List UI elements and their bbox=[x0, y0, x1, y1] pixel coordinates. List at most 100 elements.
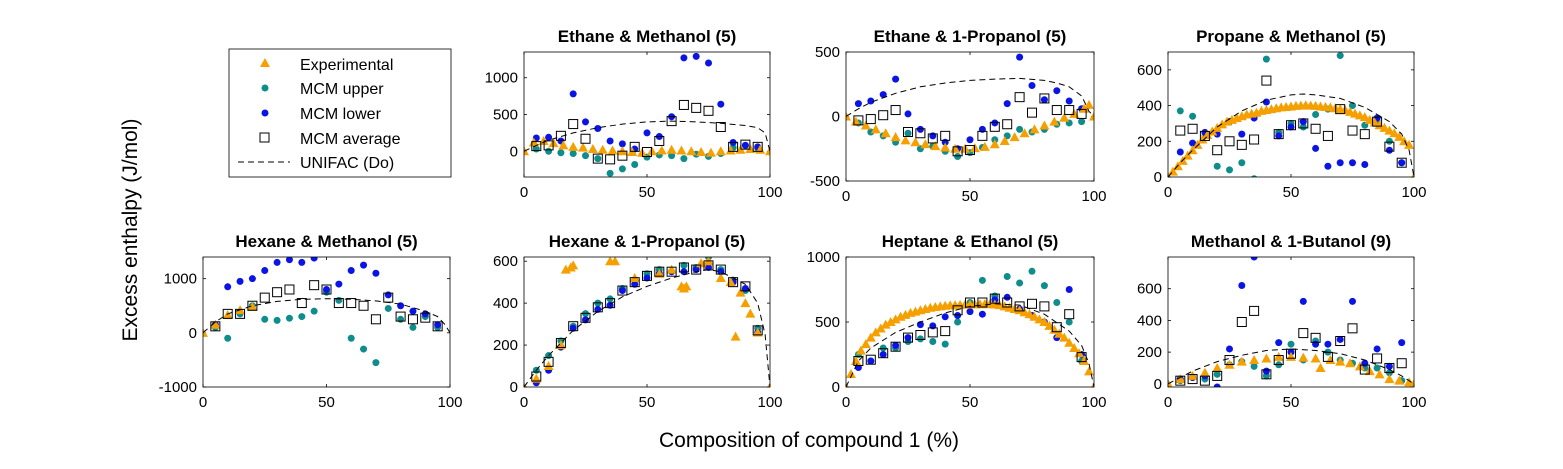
mcm-lower-point bbox=[1028, 82, 1036, 90]
x-tick-label: 50 bbox=[1283, 394, 1300, 411]
experimental-point bbox=[1212, 122, 1223, 132]
mcm-upper-point bbox=[335, 296, 343, 304]
mcm-upper-point bbox=[1176, 107, 1184, 115]
y-tick-label: 400 bbox=[1137, 98, 1162, 115]
mcm-average-point bbox=[580, 133, 591, 144]
mcm-average-point bbox=[1014, 301, 1025, 312]
x-tick-label: 100 bbox=[1401, 394, 1426, 411]
mcm-lower-point bbox=[1262, 98, 1270, 106]
chart-panel-3: Propane & Methanol (5) 0 50 100 0 200 400 600 bbox=[1137, 27, 1427, 201]
x-tick-label: 100 bbox=[1081, 394, 1106, 411]
mcm-average-point bbox=[247, 300, 258, 311]
mcm-lower-point bbox=[1016, 53, 1024, 61]
mcm-upper-point bbox=[978, 276, 986, 284]
experimental-point bbox=[568, 141, 579, 151]
experimental-point bbox=[1389, 128, 1400, 138]
mcm-lower-point bbox=[1324, 340, 1332, 348]
mcm-upper-point bbox=[261, 315, 269, 323]
plot-marks bbox=[524, 52, 770, 177]
mcm-average-point bbox=[346, 298, 357, 309]
y-tick-label: 200 bbox=[1137, 344, 1162, 361]
mcm-average-point bbox=[740, 281, 751, 292]
mcm-average-point bbox=[432, 321, 443, 332]
mcm-average-point bbox=[865, 114, 876, 125]
mcm-lower-point bbox=[867, 97, 875, 105]
mcm-average-point bbox=[1027, 107, 1037, 118]
mcm-lower-point bbox=[879, 351, 887, 358]
experimental-point bbox=[696, 147, 707, 156]
chart-title: Heptane & Ethanol (5) bbox=[882, 232, 1059, 251]
mcm-average-point bbox=[1064, 309, 1075, 320]
experimental-point bbox=[210, 319, 221, 329]
mcm-upper-point bbox=[1016, 279, 1024, 287]
experimental-point bbox=[920, 139, 931, 149]
legend-label-mcm-lower: MCM lower bbox=[300, 106, 382, 123]
plot-frame bbox=[845, 256, 1095, 388]
experimental-point bbox=[1379, 122, 1390, 132]
mcm-upper-point bbox=[1299, 123, 1307, 131]
mcm-upper-point bbox=[680, 261, 688, 269]
mcm-average-point bbox=[555, 130, 566, 141]
mcm-average-point bbox=[1199, 130, 1210, 141]
mcm-average-point bbox=[703, 105, 714, 116]
mcm-average-point bbox=[321, 284, 332, 295]
experimental-point bbox=[531, 373, 542, 383]
mcm-average-point bbox=[915, 330, 926, 340]
mcm-average-point bbox=[309, 280, 320, 291]
y-tick-label: 0 bbox=[1154, 169, 1162, 186]
experimental-point bbox=[676, 145, 687, 155]
mcm-upper-point bbox=[397, 315, 405, 323]
mcm-average-point bbox=[1286, 348, 1296, 359]
unifac-curve bbox=[846, 77, 1094, 117]
mcm-lower-point bbox=[384, 291, 392, 299]
mcm-lower-point bbox=[372, 269, 380, 277]
mcm-average-point bbox=[568, 119, 579, 130]
mcm-lower-point bbox=[705, 263, 712, 271]
experimental-point bbox=[1059, 112, 1070, 122]
unifac-curve bbox=[524, 120, 770, 152]
experimental-point bbox=[1374, 120, 1385, 130]
mcm-lower-point bbox=[248, 275, 256, 283]
mcm-average-point bbox=[965, 297, 975, 308]
mcm-average-point bbox=[1027, 298, 1037, 309]
mcm-average-point bbox=[915, 128, 926, 139]
mcm-upper-point bbox=[631, 161, 639, 168]
figure-ylabel: Excess enthalpy (J/mol) bbox=[119, 119, 142, 342]
experimental-point bbox=[543, 361, 554, 371]
mcm-average-point bbox=[580, 312, 591, 323]
mcm-average-point bbox=[1396, 358, 1407, 369]
unifac-curve bbox=[1168, 348, 1414, 385]
mcm-average-point bbox=[1249, 305, 1260, 316]
mcm-lower-point bbox=[1262, 367, 1270, 375]
experimental-point bbox=[654, 268, 665, 278]
mcm-average-point bbox=[678, 262, 689, 273]
experimental-point bbox=[930, 141, 941, 151]
mcm-upper-point bbox=[557, 149, 565, 157]
experimental-point bbox=[1029, 311, 1040, 321]
mcm-average-point bbox=[965, 145, 975, 156]
experimental-point bbox=[855, 345, 866, 355]
mcm-lower-point bbox=[879, 91, 887, 99]
mcm-upper-point bbox=[545, 147, 553, 155]
y-tick-label: 500 bbox=[493, 107, 518, 124]
experimental-point bbox=[568, 260, 579, 270]
x-tick-label: 0 bbox=[520, 184, 528, 201]
legend-entry-mcm-upper: MCM upper bbox=[261, 81, 384, 98]
mcm-average-point bbox=[977, 130, 988, 141]
experimental-point bbox=[1024, 309, 1035, 319]
y-tick-label: 1000 bbox=[807, 249, 840, 266]
mcm-lower-point bbox=[692, 52, 700, 60]
plot-area bbox=[203, 257, 450, 387]
mcm-upper-point bbox=[1238, 159, 1246, 167]
mcm-lower-point bbox=[1275, 339, 1283, 347]
experimental-point bbox=[1064, 337, 1075, 347]
mcm-lower-point bbox=[298, 258, 306, 266]
mcm-average-point bbox=[642, 270, 652, 281]
x-tick-label: 100 bbox=[757, 394, 782, 411]
mcm-lower-point bbox=[1361, 359, 1369, 367]
mcm-average-point bbox=[259, 292, 270, 303]
mcm-average-point bbox=[1310, 332, 1321, 343]
mcm-average-point bbox=[1187, 374, 1198, 385]
mcm-lower-point bbox=[705, 59, 712, 67]
chart-title: Hexane & 1-Propanol (5) bbox=[549, 232, 746, 251]
